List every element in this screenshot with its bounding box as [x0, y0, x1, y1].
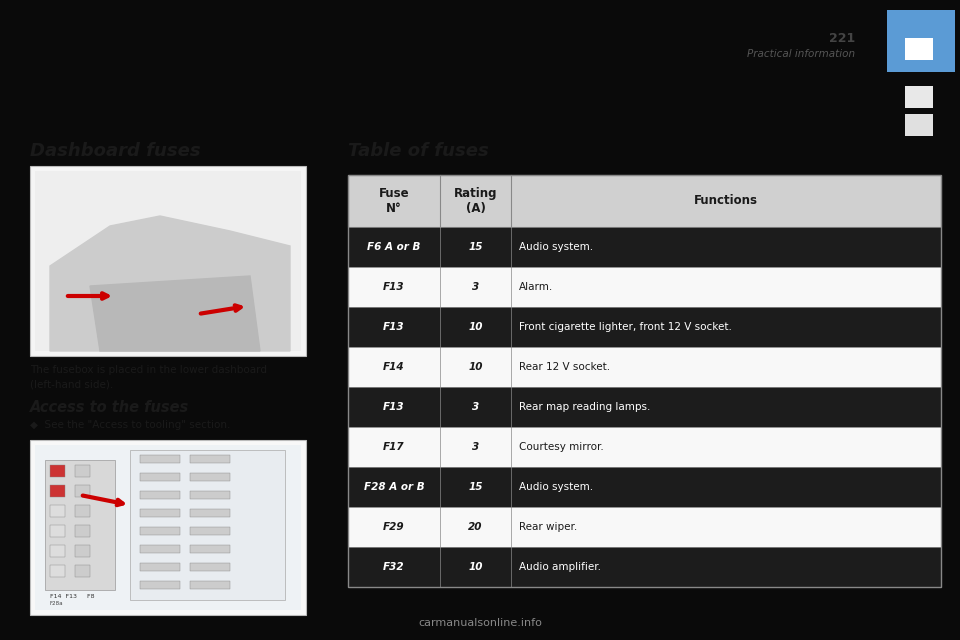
- Text: F29: F29: [383, 522, 405, 532]
- Text: The fusebox is placed in the lower dashboard
(left-hand side).: The fusebox is placed in the lower dashb…: [30, 365, 267, 390]
- Bar: [75, 505, 90, 517]
- Text: Audio amplifier.: Audio amplifier.: [519, 562, 601, 572]
- Bar: [130, 450, 285, 600]
- Bar: [140, 473, 180, 481]
- Text: Alarm.: Alarm.: [519, 282, 553, 292]
- Bar: [50, 485, 65, 497]
- Text: 221: 221: [828, 31, 855, 45]
- Bar: [30, 440, 306, 615]
- Text: F14  F13     F8: F14 F13 F8: [50, 594, 94, 599]
- Text: Rating
(A): Rating (A): [454, 187, 497, 215]
- Text: Table of fuses: Table of fuses: [348, 142, 489, 160]
- Bar: [348, 507, 941, 547]
- Text: Rear map reading lamps.: Rear map reading lamps.: [519, 402, 651, 412]
- Bar: [348, 547, 941, 587]
- Bar: [140, 581, 180, 589]
- Bar: [140, 563, 180, 571]
- Bar: [905, 38, 933, 60]
- Bar: [905, 86, 933, 108]
- Text: Audio system.: Audio system.: [519, 482, 593, 492]
- Text: 15: 15: [468, 242, 483, 252]
- Bar: [140, 509, 180, 517]
- Bar: [348, 307, 941, 347]
- Text: 10: 10: [468, 562, 483, 572]
- Bar: [190, 491, 230, 499]
- Text: 3: 3: [472, 442, 479, 452]
- Bar: [348, 387, 941, 427]
- Text: 20: 20: [468, 522, 483, 532]
- Text: Courtesy mirror.: Courtesy mirror.: [519, 442, 604, 452]
- Bar: [45, 460, 115, 590]
- Text: F28 A or B: F28 A or B: [364, 482, 424, 492]
- Text: Rear wiper.: Rear wiper.: [519, 522, 577, 532]
- Text: Practical information: Practical information: [747, 49, 855, 59]
- Bar: [190, 527, 230, 535]
- Text: F13: F13: [383, 402, 405, 412]
- Bar: [190, 509, 230, 517]
- Bar: [75, 465, 90, 477]
- Bar: [190, 563, 230, 571]
- Bar: [140, 527, 180, 535]
- Bar: [75, 525, 90, 537]
- Bar: [50, 545, 65, 557]
- Text: Fuse
N°: Fuse N°: [378, 187, 409, 215]
- Polygon shape: [50, 216, 290, 351]
- Bar: [348, 347, 941, 387]
- Text: F6 A or B: F6 A or B: [368, 242, 420, 252]
- Bar: [140, 455, 180, 463]
- Bar: [75, 565, 90, 577]
- Text: 15: 15: [468, 482, 483, 492]
- Text: carmanualsonline.info: carmanualsonline.info: [418, 618, 542, 628]
- Bar: [50, 565, 65, 577]
- Bar: [140, 545, 180, 553]
- Text: F14: F14: [383, 362, 405, 372]
- Text: Rear 12 V socket.: Rear 12 V socket.: [519, 362, 611, 372]
- Text: 3: 3: [472, 282, 479, 292]
- Bar: [887, 10, 955, 72]
- Text: F13: F13: [383, 282, 405, 292]
- Bar: [30, 166, 306, 356]
- Bar: [348, 175, 941, 587]
- Text: Access to the fuses: Access to the fuses: [30, 400, 189, 415]
- Bar: [140, 491, 180, 499]
- Text: Functions: Functions: [694, 195, 758, 207]
- Bar: [190, 455, 230, 463]
- Bar: [905, 114, 933, 136]
- Text: F13: F13: [383, 322, 405, 332]
- Bar: [348, 227, 941, 267]
- Bar: [190, 473, 230, 481]
- Bar: [35, 445, 301, 610]
- Bar: [348, 427, 941, 467]
- Text: ◆  See the "Access to tooling" section.: ◆ See the "Access to tooling" section.: [30, 420, 230, 430]
- Text: Front cigarette lighter, front 12 V socket.: Front cigarette lighter, front 12 V sock…: [519, 322, 732, 332]
- Bar: [75, 485, 90, 497]
- Text: 10: 10: [468, 322, 483, 332]
- Text: Audio system.: Audio system.: [519, 242, 593, 252]
- Text: 10: 10: [468, 362, 483, 372]
- Bar: [50, 505, 65, 517]
- Text: 3: 3: [472, 402, 479, 412]
- Text: F32: F32: [383, 562, 405, 572]
- Bar: [348, 267, 941, 307]
- Text: Dashboard fuses: Dashboard fuses: [30, 142, 201, 160]
- Bar: [75, 545, 90, 557]
- Bar: [50, 525, 65, 537]
- Bar: [348, 175, 941, 227]
- Polygon shape: [90, 276, 260, 351]
- Text: F17: F17: [383, 442, 405, 452]
- Bar: [190, 581, 230, 589]
- Text: F28a: F28a: [50, 601, 63, 606]
- Bar: [50, 465, 65, 477]
- Bar: [190, 545, 230, 553]
- Bar: [348, 467, 941, 507]
- Bar: [35, 171, 301, 351]
